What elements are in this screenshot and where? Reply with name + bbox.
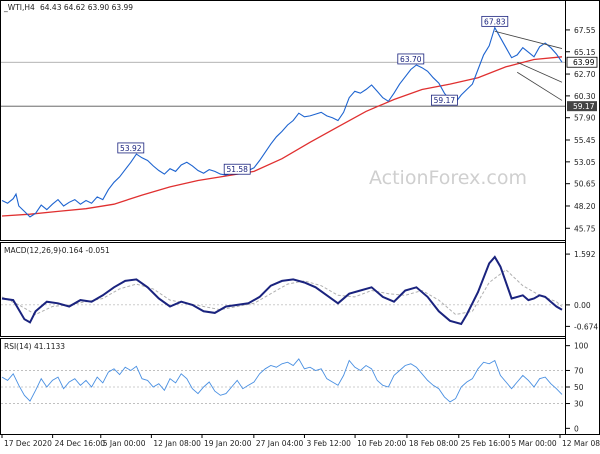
price-annotation-box (430, 94, 458, 106)
price-annotation-label: 51.58 (226, 165, 248, 174)
macd-y-tick-label: 0.00 (574, 301, 591, 310)
rsi-y-tick-label: 100 (574, 342, 589, 351)
rsi-y-tick-label: 0 (574, 424, 579, 433)
macd-y-tick-label: -0.674 (574, 322, 598, 331)
x-tick-label: 5 Mar 00:00 (511, 439, 557, 448)
price-y-tick-label: 62.70 (574, 70, 596, 79)
price-annotation-box (397, 53, 425, 65)
current-price-tag: 63.99 (573, 58, 595, 67)
macd-readout: -0.164 -0.051 (59, 246, 110, 255)
price-y-tick-label: 67.55 (574, 26, 596, 35)
channel-outer-lower-line (516, 71, 563, 101)
x-tick-label: 17 Dec 2020 (4, 439, 52, 448)
x-tick-label: 12 Mar 08:00 (562, 439, 600, 448)
price-panel-frame (0, 0, 566, 241)
price-annotation-box (481, 15, 509, 27)
price-ohlc-readout: 64.43 64.62 63.90 63.99 (40, 3, 133, 12)
series-layer (1, 26, 565, 403)
rsi-panel-frame (0, 338, 566, 435)
price-y-tick-label: 48.20 (574, 202, 596, 211)
price-y-tick-label: 55.45 (574, 136, 596, 145)
rsi-panel-title: RSI(14) (4, 342, 32, 351)
macd-y-tick-label: 1.592 (574, 250, 596, 259)
macd-line (1, 255, 563, 326)
x-tick-label: 3 Feb 12:00 (306, 439, 351, 448)
channel-lower-line (517, 61, 563, 83)
x-tick-label: 27 Jan 04:00 (256, 439, 304, 448)
x-tick-label: 12 Jan 08:00 (153, 439, 201, 448)
rsi-y-tick-label: 50 (574, 383, 584, 392)
support-line-tag-bg (567, 101, 597, 112)
x-tick-label: 25 Feb 16:00 (461, 439, 510, 448)
channel-upper-line (494, 30, 563, 49)
x-tick-label: 18 Feb 08:00 (409, 439, 458, 448)
price-annotation-label: 53.92 (120, 144, 142, 153)
price-line (1, 26, 563, 218)
price-annotation-label: 59.17 (434, 96, 456, 105)
moving-average-line (1, 56, 563, 217)
x-tick-label: 10 Feb 20:00 (357, 439, 406, 448)
x-tick-label: 19 Jan 20:00 (204, 439, 252, 448)
rsi-line (1, 358, 563, 403)
macd-panel-frame (0, 242, 566, 337)
macd-panel-title: MACD(12,26,9) (4, 246, 61, 255)
price-annotation-label: 67.83 (484, 17, 506, 26)
price-y-tick-label: 50.65 (574, 180, 596, 189)
price-y-tick-label: 60.30 (574, 92, 596, 101)
price-y-tick-label: 65.15 (574, 48, 596, 57)
current-price-tag-bg (566, 56, 598, 68)
rsi-y-tick-label: 70 (574, 366, 584, 375)
watermark: ActionForex.com (369, 167, 527, 189)
axis-layer: 67.55 65.15 62.70 60.30 57.90 55.45 53.05 50.65… (1, 26, 600, 448)
price-y-tick-label: 53.05 (574, 158, 596, 167)
price-y-tick-label: 57.90 (574, 114, 596, 123)
price-y-tick-label: 45.75 (574, 224, 596, 233)
annotation-layer: 67.83 63.70 59.17 53.92 51.58 (117, 15, 509, 175)
price-annotation-box (223, 163, 251, 175)
x-tick-label: 24 Dec 16:00 (55, 439, 106, 448)
x-tick-label: 5 Jan 00:00 (103, 439, 146, 448)
rsi-readout: 41.1133 (34, 342, 65, 351)
support-line-tag: 59.17 (573, 102, 595, 111)
rsi-y-tick-label: 30 (574, 400, 584, 409)
price-annotation-box (117, 142, 145, 154)
price-panel-title: _WTI,H4 (3, 3, 35, 12)
price-annotation-label: 63.70 (400, 55, 422, 64)
